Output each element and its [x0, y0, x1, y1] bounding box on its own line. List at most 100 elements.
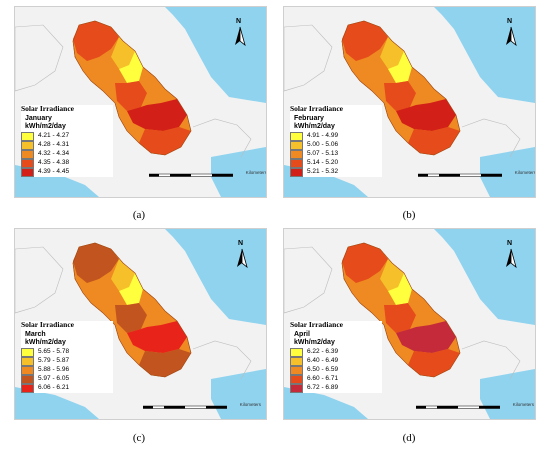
- neighbor-boundary: [192, 118, 252, 158]
- legend-swatch: [290, 140, 303, 150]
- legend-class-5: 5.21 - 5.32: [290, 167, 382, 177]
- map-legend: Solar Irradiance April kWh/m2/day 6.22 -…: [290, 321, 382, 393]
- scale-bar: Kilometers: [142, 402, 261, 415]
- scale-unit: Kilometers: [245, 170, 267, 175]
- map-legend: Solar Irradiance February kWh/m2/day 4.9…: [290, 105, 382, 177]
- irradiance-zone: [73, 21, 119, 61]
- irradiance-zone: [87, 279, 119, 311]
- southeast-sea: [211, 147, 266, 197]
- irradiance-zone: [356, 279, 388, 311]
- legend-month: February: [294, 114, 324, 122]
- legend-swatch: [290, 131, 303, 141]
- legend-month: March: [25, 330, 46, 338]
- neighbor-boundary: [15, 246, 64, 314]
- north-arrow-icon: N: [502, 18, 520, 47]
- legend-class-label: 4.35 - 4.38: [38, 158, 70, 166]
- neighbor-boundary: [15, 24, 64, 92]
- north-label: N: [507, 240, 513, 247]
- legend-title: Solar Irradiance: [290, 320, 343, 329]
- legend-class-label: 5.14 - 5.20: [307, 158, 339, 166]
- caption-a: (a): [132, 209, 146, 221]
- neighbor-boundary: [192, 340, 252, 380]
- legend-class-3: 5.07 - 5.13: [290, 149, 382, 159]
- scale-unit: Kilometers: [512, 402, 534, 407]
- gulf-sea: [165, 229, 266, 325]
- legend-unit: kWh/m2/day: [25, 122, 66, 130]
- north-arrow-icon: N: [233, 240, 251, 269]
- legend-swatch: [290, 167, 303, 177]
- irradiance-zone: [388, 273, 412, 305]
- neighbor-boundary: [284, 24, 333, 92]
- legend-title: Solar Irradiance: [290, 104, 343, 113]
- legend-class-4: 5.14 - 5.20: [290, 158, 382, 168]
- legend-title: Solar Irradiance: [21, 104, 74, 113]
- legend-month: January: [25, 114, 52, 122]
- legend-swatch: [21, 383, 34, 393]
- north-arrow-icon: N: [231, 18, 249, 47]
- legend-month: April: [294, 330, 310, 338]
- scale-unit: Kilometers: [239, 402, 261, 407]
- north-arrow-icon: N: [502, 240, 520, 269]
- legend-swatch: [290, 374, 303, 384]
- legend-swatch: [21, 149, 34, 159]
- legend-unit: kWh/m2/day: [294, 122, 335, 130]
- legend-swatch: [21, 356, 34, 366]
- legend-swatch: [21, 140, 34, 150]
- legend-class-label: 4.32 - 4.34: [38, 149, 70, 157]
- legend-swatch: [290, 383, 303, 393]
- legend-class-label: 5.21 - 5.32: [307, 167, 339, 175]
- legend-class-1: 5.65 - 5.78: [21, 347, 113, 357]
- legend-swatch: [21, 167, 34, 177]
- irradiance-zone: [115, 81, 147, 111]
- legend-swatch: [290, 158, 303, 168]
- legend-class-label: 5.00 - 5.06: [307, 140, 339, 148]
- irradiance-zone: [119, 51, 143, 83]
- legend-swatch: [21, 131, 34, 141]
- legend-class-label: 6.06 - 6.21: [38, 383, 70, 391]
- legend-class-1: 4.91 - 4.99: [290, 131, 382, 141]
- legend-class-2: 5.00 - 5.06: [290, 140, 382, 150]
- map-panel-d: Solar Irradiance April kWh/m2/day 6.22 -…: [283, 228, 536, 420]
- scale-unit: Kilometers: [514, 170, 536, 175]
- irradiance-zone: [380, 249, 404, 291]
- irradiance-zone: [408, 77, 434, 105]
- legend-class-3: 6.50 - 6.59: [290, 365, 382, 375]
- legend-class-label: 6.22 - 6.39: [307, 347, 339, 355]
- gulf-sea: [434, 7, 535, 103]
- legend-swatch: [290, 356, 303, 366]
- scale-bar: Kilometers: [415, 402, 534, 415]
- legend-class-4: 5.97 - 6.05: [21, 374, 113, 384]
- southwest-sea: [15, 387, 99, 419]
- legend-swatch: [290, 365, 303, 375]
- legend-unit: kWh/m2/day: [294, 338, 335, 346]
- irradiance-zone: [408, 349, 460, 377]
- irradiance-zone: [384, 303, 416, 333]
- legend-class-label: 4.21 - 4.27: [38, 131, 70, 139]
- irradiance-zone: [139, 299, 165, 327]
- region-outline: [72, 242, 192, 378]
- scale-bar: Kilometers: [148, 170, 266, 183]
- legend-class-label: 6.40 - 6.49: [307, 356, 339, 364]
- legend-class-label: 5.07 - 5.13: [307, 149, 339, 157]
- legend-class-label: 6.60 - 6.71: [307, 374, 339, 382]
- caption-c: (c): [132, 432, 146, 444]
- irradiance-zone: [396, 321, 456, 353]
- caption-b: (b): [402, 209, 416, 221]
- legend-class-3: 4.32 - 4.34: [21, 149, 113, 159]
- legend-class-label: 4.28 - 4.31: [38, 140, 70, 148]
- irradiance-zone: [127, 321, 187, 353]
- legend-class-label: 5.65 - 5.78: [38, 347, 70, 355]
- map-legend: Solar Irradiance March kWh/m2/day 5.65 -…: [21, 321, 113, 393]
- legend-class-label: 4.39 - 4.45: [38, 167, 70, 175]
- irradiance-zone: [384, 81, 416, 111]
- solar-irradiance-map: [15, 7, 266, 197]
- map-panel-c: Solar Irradiance March kWh/m2/day 5.65 -…: [14, 228, 267, 420]
- legend-swatch: [21, 347, 34, 357]
- legend-class-label: 5.79 - 5.87: [38, 356, 70, 364]
- irradiance-zone: [127, 99, 187, 131]
- legend-class-1: 4.21 - 4.27: [21, 131, 113, 141]
- legend-swatch: [21, 158, 34, 168]
- legend-swatch: [290, 347, 303, 357]
- north-label: N: [236, 18, 242, 25]
- map-panel-b: Solar Irradiance February kWh/m2/day 4.9…: [283, 6, 536, 198]
